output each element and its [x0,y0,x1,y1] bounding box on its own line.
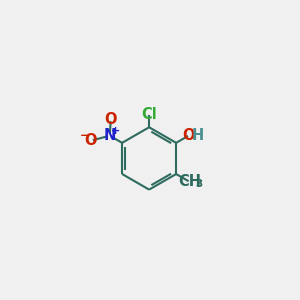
Text: H: H [192,128,204,143]
Text: +: + [111,126,120,136]
Text: 3: 3 [195,179,202,189]
Text: CH: CH [178,174,201,189]
Text: O: O [105,112,117,127]
Text: O: O [85,133,97,148]
Text: −: − [80,129,90,142]
Text: Cl: Cl [141,107,157,122]
Text: O: O [182,128,195,143]
Text: N: N [103,128,116,143]
